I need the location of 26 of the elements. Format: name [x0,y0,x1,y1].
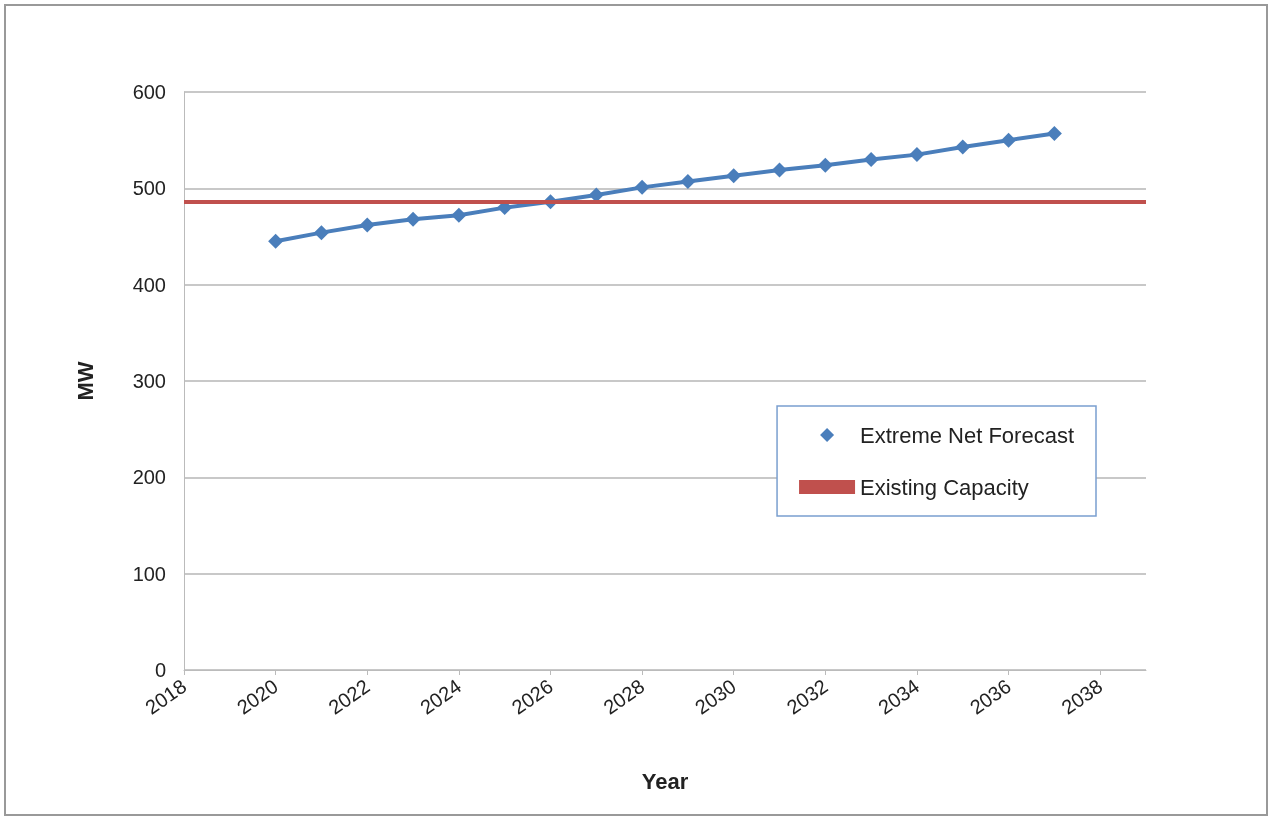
y-tick-label: 300 [132,370,166,392]
point [451,207,467,223]
legend-label: Existing Capacity [860,474,1029,500]
point [726,168,742,184]
point [772,162,788,178]
point [634,179,650,195]
point [680,174,696,190]
y-axis-title: MW [72,361,98,401]
y-tick-label: 100 [132,562,166,585]
y-tick-label: 0 [154,659,166,681]
point [1046,125,1062,141]
point [863,151,879,167]
point [1001,132,1017,148]
point [955,139,971,155]
x-axis-title: Year [641,768,689,794]
point [268,233,284,249]
point [909,147,925,163]
point [359,217,375,233]
point [313,225,329,241]
y-tick-label: 500 [132,177,166,200]
y-tick-label: 200 [132,466,166,489]
y-tick-label: 400 [132,273,166,296]
legend-label: Extreme Net Forecast [860,422,1074,448]
point [405,211,421,227]
point [817,157,833,173]
y-tick-label: 600 [132,81,166,103]
